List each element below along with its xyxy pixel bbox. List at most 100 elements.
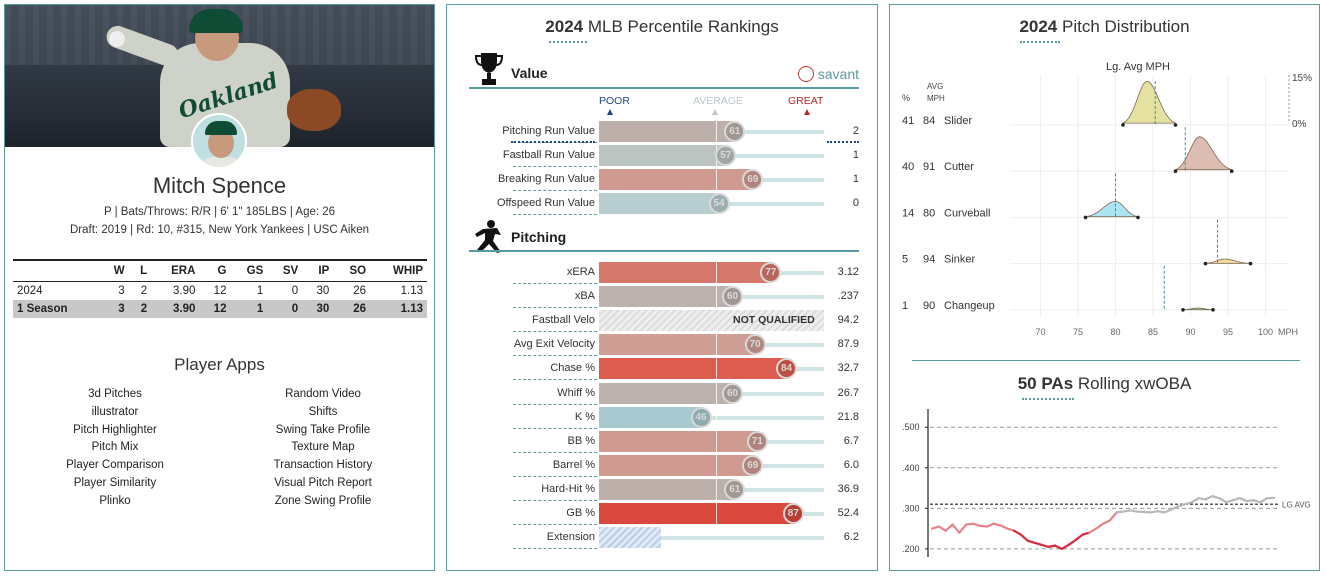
pitch-avg-mph: 90 xyxy=(923,300,935,312)
percentile-circle: 57 xyxy=(715,145,737,167)
distribution-title-text: Pitch Distribution xyxy=(1062,17,1190,36)
metric-label: Whiff % xyxy=(557,386,595,399)
app-link[interactable]: Swing Take Profile xyxy=(275,423,371,436)
metric-label: Chase % xyxy=(550,362,595,375)
percentile-circle: 70 xyxy=(744,334,766,356)
pitcher-icon xyxy=(475,220,501,253)
xwoba-segment xyxy=(1156,510,1166,514)
percentile-title: 2024 MLB Percentile Rankings xyxy=(447,17,877,37)
app-link[interactable]: Random Video xyxy=(285,388,361,400)
stats-cell: 12 xyxy=(213,285,227,297)
app-link[interactable]: Texture Map xyxy=(291,441,355,454)
stats-header: ERA xyxy=(151,259,200,282)
metric-value: 2 xyxy=(852,125,859,137)
xwoba-segment xyxy=(1170,505,1180,511)
average-marker xyxy=(716,406,717,428)
percentile-circle: 69 xyxy=(742,169,764,191)
pitch-distribution-title: 2024 Pitch Distribution xyxy=(890,17,1319,37)
percentile-circle: 60 xyxy=(722,286,743,308)
y-tick-label: .200 xyxy=(902,544,920,554)
avatar xyxy=(191,113,247,169)
metric-label: K % xyxy=(574,410,595,423)
average-marker xyxy=(716,286,717,308)
pitch-pct: 1 xyxy=(902,300,908,312)
app-link[interactable]: 3d Pitches xyxy=(88,388,142,400)
percentile-circle: 69 xyxy=(742,454,764,476)
row-divider xyxy=(513,355,597,357)
row-divider xyxy=(513,451,597,453)
app-link[interactable]: Player Comparison xyxy=(66,459,164,472)
row-divider xyxy=(513,331,597,333)
xwoba-segment xyxy=(1238,497,1248,503)
app-link[interactable]: Zone Swing Profile xyxy=(274,494,372,507)
metric-label: Hard-Hit % xyxy=(541,482,595,495)
stats-cell: 2024 xyxy=(17,285,43,297)
x-tick-label: 80 xyxy=(1110,327,1120,337)
xwoba-segment xyxy=(1122,509,1132,513)
xwoba-segment xyxy=(978,524,988,528)
percentile-bar xyxy=(599,286,734,308)
row-divider xyxy=(513,307,597,309)
pitch-avg-mph: 91 xyxy=(923,161,935,173)
xwoba-segment xyxy=(1149,510,1159,514)
percentile-circle: 61 xyxy=(724,478,746,500)
metric-value: 36.9 xyxy=(837,482,859,495)
apps-right-column: Random Video Shifts Swing Take Profile Text… xyxy=(233,386,413,511)
app-link[interactable]: Visual Pitch Report xyxy=(274,476,372,489)
pitch-avg-mph: 94 xyxy=(923,254,935,266)
metric-value: .237 xyxy=(837,290,859,303)
xwoba-segment xyxy=(1252,499,1262,504)
app-link[interactable]: Transaction History xyxy=(273,459,373,472)
metric-label: Barrel % xyxy=(552,458,595,471)
pitch-density xyxy=(1205,258,1251,264)
row-divider xyxy=(513,379,597,381)
stats-cell: 3.90 xyxy=(151,300,200,318)
metric-label: Avg Exit Velocity xyxy=(513,338,595,351)
app-link[interactable]: illustrator xyxy=(91,405,139,418)
row-divider xyxy=(513,548,597,550)
stats-header: GS xyxy=(230,259,268,282)
metric-value: 26.7 xyxy=(837,386,859,399)
app-link[interactable]: Pitch Highlighter xyxy=(73,423,157,436)
pitch-name: Slider xyxy=(944,115,972,127)
row-divider xyxy=(513,475,597,477)
metric-label: Pitching Run Value xyxy=(502,125,595,137)
xwoba-segment xyxy=(1204,495,1214,501)
app-link[interactable]: Plinko xyxy=(99,494,131,507)
stats-table: W L ERA G GS SV IP SO WHIP 2024 3 2 3.90 12 1 0 30 26 1.1… xyxy=(13,259,427,318)
pitching-section-title: Pitching xyxy=(511,229,567,245)
pitch-name: Cutter xyxy=(944,161,974,173)
row-divider xyxy=(513,214,597,216)
x-tick-label: 75 xyxy=(1073,327,1083,337)
value-section-title: Value xyxy=(511,65,548,81)
x-tick-label: 70 xyxy=(1035,327,1045,337)
xwoba-segment xyxy=(1259,497,1269,504)
stats-cell: 1 xyxy=(256,285,264,297)
app-link[interactable]: Player Similarity xyxy=(73,476,157,489)
xwoba-segment xyxy=(1197,497,1207,501)
not-qualified-label: NOT QUALIFIED xyxy=(733,314,815,327)
stats-cell: 0 xyxy=(267,300,303,318)
app-link[interactable]: Pitch Mix xyxy=(91,441,139,454)
metric-value: 6.2 xyxy=(843,531,859,544)
xwoba-segment xyxy=(1129,509,1139,513)
stats-cell: 12 xyxy=(199,300,231,318)
app-link[interactable]: Shifts xyxy=(308,405,338,418)
percentile-bar xyxy=(599,169,755,191)
pitch-density xyxy=(1085,200,1139,218)
percentile-bar xyxy=(599,145,728,167)
pitch-pct: 41 xyxy=(902,115,914,127)
xwoba-segment xyxy=(958,523,968,534)
pitch-distribution-chart: 70 75 80 85 90 95 100 MPH Lg. Avg MPH% AVG MPH 15% 0… xyxy=(902,61,1312,337)
metric-value: 32.7 xyxy=(837,362,859,375)
metric-label: GB % xyxy=(566,507,595,519)
xwoba-segment xyxy=(985,522,995,528)
x-axis-label: MPH xyxy=(1278,327,1298,337)
xwoba-segment xyxy=(971,522,981,527)
xwoba-segment xyxy=(1081,531,1091,536)
col-avg-header: AVG xyxy=(927,82,943,91)
metric-value: 1 xyxy=(852,173,859,186)
savant-logo[interactable]: savant xyxy=(797,66,859,82)
percentile-circle: 84 xyxy=(776,358,797,380)
rolling-title-text: Rolling xwOBA xyxy=(1077,374,1192,393)
